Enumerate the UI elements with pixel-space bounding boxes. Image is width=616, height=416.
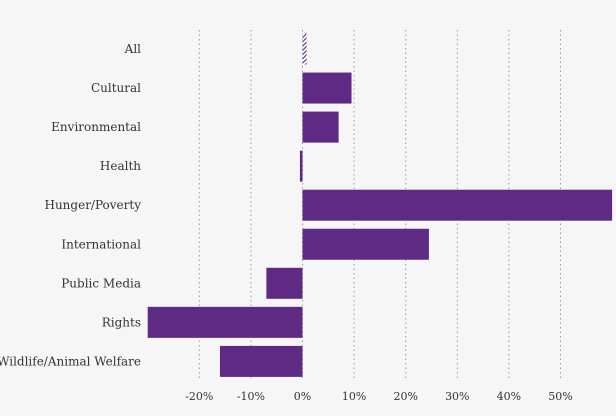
bars [147, 33, 613, 377]
bar-international[interactable] [302, 228, 429, 260]
bar-environmental[interactable] [302, 111, 339, 143]
bar-wildlife-animal-welfare[interactable] [219, 345, 303, 377]
category-label-international: International [61, 237, 141, 251]
bar-rights[interactable] [147, 306, 303, 338]
x-tick-label: 0% [294, 390, 311, 403]
category-labels: All Cultural Environmental Health Hunger/Pov… [0, 42, 141, 368]
bar-cultural[interactable] [302, 72, 352, 104]
x-tick-label: 30% [445, 390, 469, 403]
x-tick-label: -10% [237, 390, 265, 403]
x-axis-tick-labels: -20% -10% 0% 10% 20% 30% 40% 50% [185, 390, 573, 403]
x-tick-label: 50% [548, 390, 572, 403]
category-label-public-media: Public Media [61, 276, 141, 290]
x-tick-label: -20% [185, 390, 213, 403]
category-label-environmental: Environmental [51, 120, 141, 134]
category-label-hunger-poverty: Hunger/Poverty [44, 198, 141, 212]
x-tick-label: 20% [393, 390, 417, 403]
category-label-cultural: Cultural [91, 81, 141, 95]
bar-public-media[interactable] [266, 267, 303, 299]
category-label-all: All [124, 42, 142, 56]
category-label-rights: Rights [102, 315, 141, 329]
bar-hunger-poverty[interactable] [302, 189, 613, 221]
x-tick-label: 10% [342, 390, 366, 403]
category-label-wildlife-animal-welfare: Wildlife/Animal Welfare [0, 354, 141, 368]
bar-all[interactable] [302, 33, 307, 65]
category-label-health: Health [100, 159, 141, 173]
bar-health[interactable] [299, 150, 303, 182]
x-tick-label: 40% [497, 390, 521, 403]
